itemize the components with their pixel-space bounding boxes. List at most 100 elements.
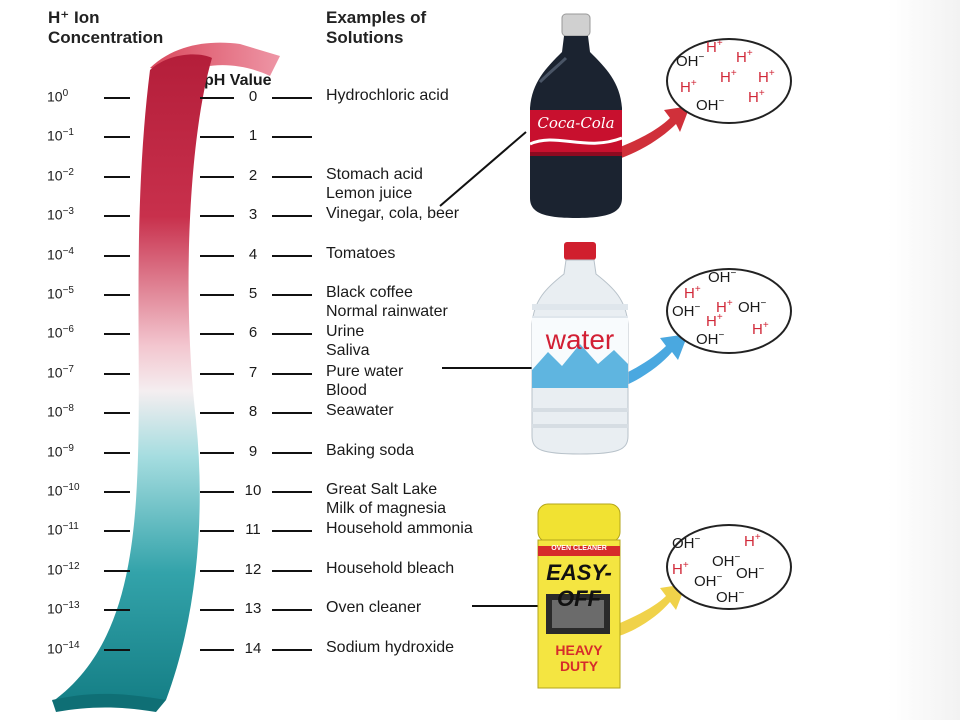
ph-left-tick [200,373,234,375]
concentration-label: 10−8 [47,403,74,420]
solution-example: Normal rainwater [326,303,448,320]
ph-value: 13 [244,600,262,617]
concentration-base: 10 [47,167,63,184]
concentration-base: 10 [47,324,63,341]
concentration-tick [104,136,130,138]
neutral-ion-circle [666,268,792,354]
ion-charge: − [738,588,745,599]
concentration-base: 10 [47,640,63,657]
concentration-tick [104,294,130,296]
solution-example: Black coffee [326,284,413,301]
concentration-exponent: −6 [62,324,74,335]
ph-left-tick [200,609,234,611]
ion-charge: − [718,96,725,107]
ph-row-12: 10−12 12 Household bleach [0,560,960,601]
ph-row-7: 10−7 7 Pure water Blood [0,362,960,404]
concentration-exponent: −11 [62,521,79,532]
concentration-label: 10−6 [47,324,74,341]
solution-example: Tomatoes [326,245,396,262]
yellow-arrow-icon [608,584,686,638]
ph-right-tick [272,294,312,296]
ion-symbol: OH [708,269,731,286]
hydrogen-ion-label: H+ [716,298,733,316]
solution-examples: Seawater [326,401,394,420]
ph-row-9: 10−9 9 Baking soda [0,442,960,483]
ion-symbol: H [716,299,727,316]
solution-example: Great Salt Lake [326,481,438,498]
solution-example: Lemon juice [326,185,413,202]
hydrogen-ion-label: H+ [744,532,761,550]
solution-examples: Vinegar, cola, beer [326,204,459,223]
hydrogen-ion-label: H+ [752,320,769,338]
solution-example: Seawater [326,402,394,419]
water-label-text: water [545,324,615,355]
ion-charge: − [698,52,705,63]
concentration-tick [104,570,130,572]
oven-cleaner-can: OVEN CLEANER EASY-OFF HEAVY DUTY [536,502,622,692]
ph-right-tick [272,649,312,651]
water-bottle: water [528,240,632,456]
concentration-label: 10−7 [47,364,74,381]
hydrogen-ion-label: H+ [736,48,753,66]
cola-bottle: Coca-Cola [526,12,626,222]
concentration-exponent: 0 [62,88,69,99]
ph-left-tick [200,570,234,572]
ion-symbol: H [706,313,717,330]
ion-symbol: H [748,89,759,106]
concentration-tick [104,176,130,178]
concentration-base: 10 [47,206,63,223]
ph-right-tick [272,255,312,257]
ion-symbol: OH [676,53,699,70]
hydroxide-ion-label: OH− [708,268,736,286]
solution-example: Sodium hydroxide [326,639,455,656]
solution-example: Vinegar, cola, beer [326,205,460,222]
solution-example: Milk of magnesia [326,500,447,517]
ion-charge: + [730,68,737,79]
concentration-exponent: −5 [62,285,74,296]
cola-bottle-icon [529,13,623,218]
concentration-exponent: −1 [62,127,74,138]
h-ion-header-line1: H⁺ Ion [48,8,100,27]
solution-example: Household ammonia [326,520,473,537]
ph-row-6: 10−6 6 Urine Saliva [0,323,960,364]
concentration-label: 10−13 [47,600,80,617]
ph-value: 10 [244,482,262,499]
ph-row-1: 10−1 1 [0,127,960,167]
hydroxide-ion-label: OH− [696,330,724,348]
concentration-exponent: −4 [62,246,74,257]
ph-value: 9 [248,443,258,460]
cleaner-top-text: OVEN CLEANER [551,545,607,552]
concentration-tick [104,373,130,375]
ph-value: 14 [244,640,262,657]
concentration-tick [104,609,130,611]
ion-symbol: H [672,561,683,578]
ion-charge: − [758,564,765,575]
solution-examples: Sodium hydroxide [326,638,454,657]
ph-right-tick [272,176,312,178]
ph-value: 4 [248,246,258,263]
concentration-label: 10−2 [47,167,74,184]
ph-value: 12 [244,561,262,578]
concentration-exponent: −13 [62,600,80,611]
concentration-label: 10−1 [47,127,74,144]
cleaner-sub-text: HEAVY DUTY [555,642,603,674]
ph-value: 6 [248,324,258,341]
ion-charge: + [758,88,765,99]
cola-pointer-line [439,131,527,207]
concentration-tick [104,452,130,454]
ion-charge: + [768,68,775,79]
concentration-base: 10 [47,561,63,578]
hydroxide-ion-label: OH− [738,298,766,316]
ph-row-5: 10−5 5 Black coffee Normal rainwater [0,284,960,325]
water-bottle-icon [531,242,629,455]
ion-charge: + [754,532,761,543]
examples-header: Examples of Solutions [326,8,426,48]
red-arrow-icon [612,106,690,160]
solution-examples: Pure water Blood [326,362,403,400]
ph-right-tick [272,333,312,335]
ph-left-tick [200,333,234,335]
ion-symbol: H [758,69,769,86]
ion-charge: − [730,268,737,279]
concentration-base: 10 [47,127,63,144]
hydrogen-ion-label: H+ [720,68,737,86]
